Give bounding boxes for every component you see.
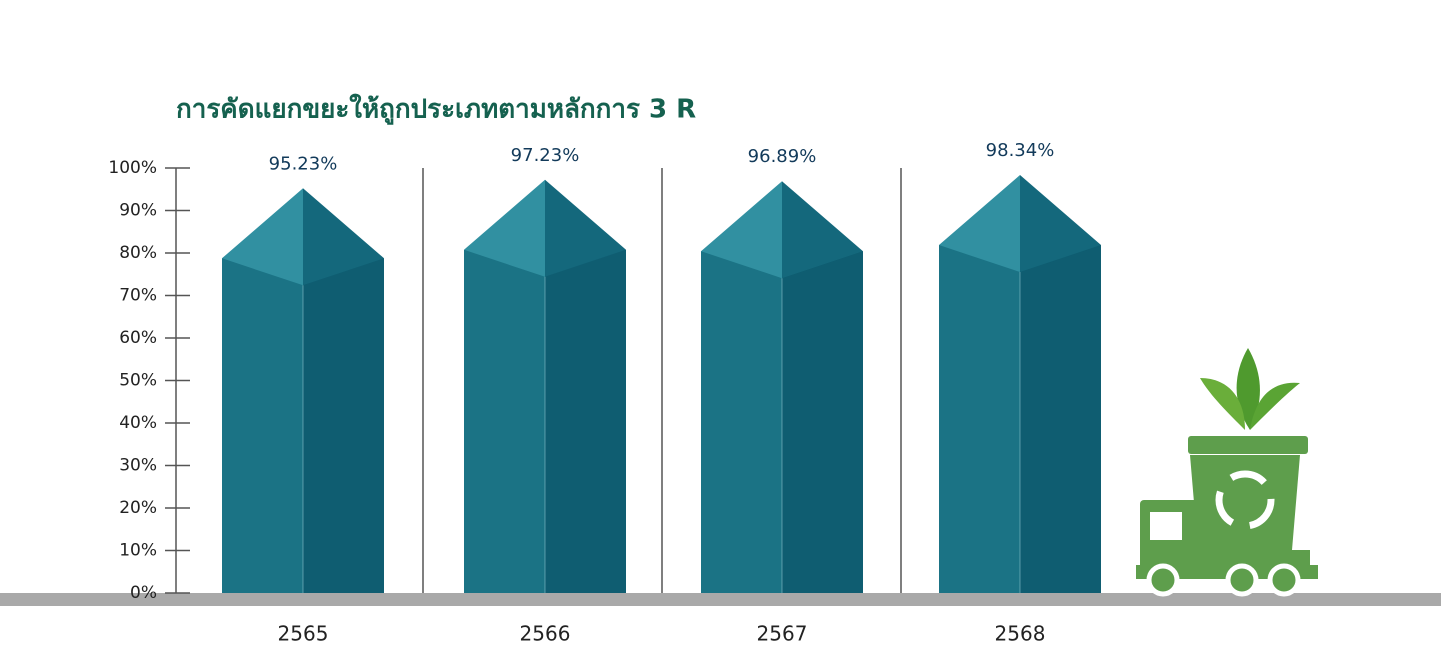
x-tick-label: 2568 xyxy=(995,622,1046,646)
bar-top-left xyxy=(222,188,303,286)
bar-top-left xyxy=(701,181,782,279)
bar-top-left xyxy=(939,175,1020,273)
y-tick-label: 90% xyxy=(119,201,157,221)
y-tick-label: 40% xyxy=(119,413,157,433)
bar-front-right xyxy=(545,249,626,593)
value-label: 96.89% xyxy=(748,146,817,167)
value-label: 98.34% xyxy=(986,140,1055,161)
bar xyxy=(939,175,1101,593)
truck-icon xyxy=(1136,348,1318,597)
ground xyxy=(0,593,1441,606)
bar-top-right xyxy=(545,179,626,277)
y-tick-label: 60% xyxy=(119,328,157,348)
y-tick-label: 100% xyxy=(108,158,157,178)
bar-front-left xyxy=(464,249,545,593)
bar-front-left xyxy=(222,258,303,593)
y-tick-label: 10% xyxy=(119,541,157,561)
bar-front-left xyxy=(701,251,782,593)
bar-front-left xyxy=(939,245,1020,593)
y-tick-label: 30% xyxy=(119,456,157,476)
y-tick-label: 20% xyxy=(119,498,157,518)
bar xyxy=(222,188,384,593)
y-tick-label: 70% xyxy=(119,286,157,306)
x-tick-label: 2567 xyxy=(757,622,808,646)
chart-title: การคัดแยกขยะให้ถูกประเภทตามหลักการ 3 R xyxy=(176,94,696,126)
bar-top-right xyxy=(1020,175,1101,273)
y-tick-label: 80% xyxy=(119,243,157,263)
bar-top-left xyxy=(464,179,545,277)
value-label: 95.23% xyxy=(269,153,338,174)
x-tick-label: 2565 xyxy=(278,622,329,646)
bar xyxy=(464,179,626,593)
y-tick-label: 0% xyxy=(130,583,157,603)
y-tick-label: 50% xyxy=(119,371,157,391)
bar-front-right xyxy=(782,251,863,593)
bar-front-right xyxy=(1020,245,1101,593)
x-tick-label: 2566 xyxy=(520,622,571,646)
bar-front-right xyxy=(303,258,384,593)
bar-top-right xyxy=(782,181,863,279)
bar xyxy=(701,181,863,593)
value-label: 97.23% xyxy=(511,145,580,166)
bar-top-right xyxy=(303,188,384,286)
